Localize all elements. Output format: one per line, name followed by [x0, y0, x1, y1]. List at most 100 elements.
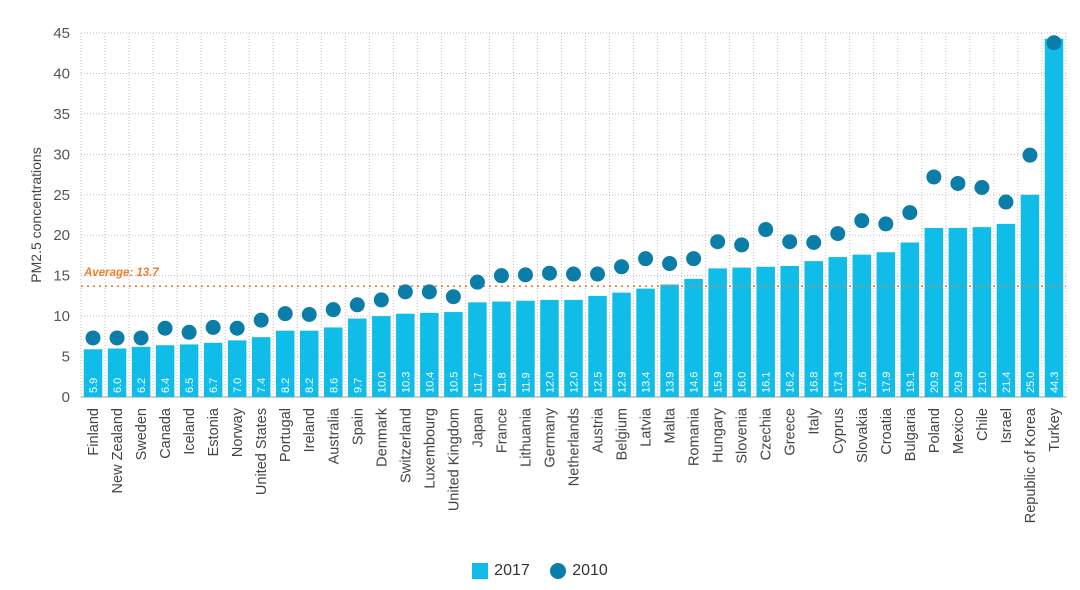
dot-2010: [421, 284, 437, 300]
x-tick-label: Slovakia: [855, 407, 871, 463]
x-tick-label: Cyprus: [831, 408, 847, 454]
bar-value-label: 10.3: [400, 372, 412, 393]
bar-2017: [107, 348, 127, 397]
bar-value-label: 16.1: [761, 372, 773, 393]
dot-2010: [686, 251, 702, 267]
bar-value-label: 10.0: [376, 372, 388, 393]
dot-2010: [854, 213, 870, 229]
dot-2010: [926, 169, 942, 185]
dot-2010: [133, 330, 149, 346]
bar-2017: [924, 227, 944, 397]
dot-2010: [638, 251, 654, 267]
bar-2017: [612, 292, 631, 397]
dot-2010: [998, 194, 1014, 210]
bar-2017: [900, 242, 920, 397]
average-label: Average: 13.7: [83, 267, 159, 279]
bar-2017: [660, 284, 679, 397]
bar-2017: [828, 257, 848, 397]
bar-value-label: 7.0: [232, 378, 244, 393]
x-tick-label: Netherlands: [567, 408, 583, 486]
x-tick-label: Ireland: [302, 408, 318, 452]
bar-value-label: 20.9: [953, 372, 965, 393]
x-tick-label: Austria: [591, 407, 607, 453]
dot-2010: [902, 205, 918, 221]
dot-2010: [662, 256, 678, 272]
bar-2017: [996, 223, 1016, 397]
bar-2017: [348, 318, 367, 397]
x-tick-label: United Kingdom: [446, 408, 462, 511]
bar-value-label: 8.2: [280, 378, 292, 393]
y-tick-label: 30: [53, 146, 70, 163]
x-tick-label: Malta: [663, 407, 679, 443]
bar-value-label: 17.9: [881, 372, 893, 393]
x-tick-label: Iceland: [182, 408, 198, 455]
dot-2010: [253, 312, 269, 328]
x-tick-label: Republic of Korea: [1023, 407, 1039, 523]
dots-2010: [85, 35, 1062, 346]
bar-value-label: 16.2: [785, 372, 797, 393]
bar-2017: [492, 301, 511, 397]
average-line-group: Average: 13.7: [81, 267, 1066, 287]
x-tick-label: Poland: [927, 408, 943, 453]
dot-2010: [950, 175, 966, 191]
bar-2017: [684, 278, 703, 397]
y-tick-label: 5: [62, 349, 70, 366]
legend-label-2010: 2010: [572, 562, 608, 579]
bar-value-label: 15.9: [713, 372, 725, 393]
x-tick-label: Israel: [999, 408, 1015, 443]
dot-2010: [85, 330, 101, 346]
bar-value-label: 13.9: [665, 372, 677, 393]
bar-value-label: 25.0: [1025, 372, 1037, 393]
bar-value-label: 6.2: [136, 378, 148, 393]
x-tick-label: Norway: [230, 407, 246, 457]
bar-2017: [636, 288, 655, 397]
dot-2010: [710, 234, 726, 250]
dot-2010: [566, 266, 581, 282]
dot-2010: [590, 266, 606, 282]
bar-2017: [179, 344, 199, 397]
bar-value-label: 16.8: [809, 372, 821, 393]
bar-value-label: 6.0: [112, 378, 124, 393]
dot-2010: [373, 292, 389, 308]
bars-2017: [83, 38, 1064, 397]
bar-2017: [972, 227, 992, 397]
bar-value-label: 17.6: [857, 372, 869, 393]
bar-value-label: 6.4: [160, 378, 172, 393]
x-tick-label: Turkey: [1047, 407, 1063, 452]
bar-value-label: 12.0: [569, 372, 581, 393]
y-tick-label: 20: [53, 227, 70, 244]
bar-2017: [804, 261, 823, 397]
x-tick-label: Romania: [687, 407, 703, 466]
x-tick-label: Denmark: [374, 407, 390, 467]
legend: 2017 2010: [0, 562, 1080, 584]
x-tick-label: Slovenia: [735, 407, 751, 464]
x-tick-label: Czechia: [759, 407, 775, 460]
bar-value-label: 12.5: [593, 372, 605, 393]
bar-value-label: 8.2: [304, 378, 316, 393]
bar-2017: [948, 227, 968, 397]
x-tick-label: Chile: [975, 408, 991, 441]
bar-2017: [203, 342, 223, 397]
dot-2010: [229, 320, 245, 336]
bar-value-label: 12.0: [544, 372, 556, 393]
dot-2010: [349, 297, 365, 313]
bar-value-label: 10.5: [448, 372, 460, 393]
bar-2017: [444, 312, 463, 397]
bar-value-label: 10.4: [424, 372, 436, 393]
y-tick-label: 10: [53, 308, 70, 325]
dot-2010: [830, 226, 846, 242]
bar-2017: [275, 330, 295, 397]
bar-2017: [396, 313, 415, 397]
y-tick-label: 40: [53, 65, 70, 82]
x-tick-label: Greece: [783, 408, 799, 456]
legend-item-2010: 2010: [550, 562, 608, 580]
x-tick-label: Finland: [86, 408, 102, 456]
dot-2010: [734, 237, 750, 253]
x-tick-label: Croatia: [879, 407, 895, 455]
x-tick-label: Luxembourg: [422, 408, 438, 489]
dot-2010: [758, 222, 774, 238]
x-tick-label: Italy: [807, 407, 823, 434]
x-axis: Finland New Zealand Sweden Canada Iceland Est…: [86, 407, 1063, 523]
legend-label-2017: 2017: [494, 562, 530, 579]
dot-2010: [1046, 35, 1062, 51]
